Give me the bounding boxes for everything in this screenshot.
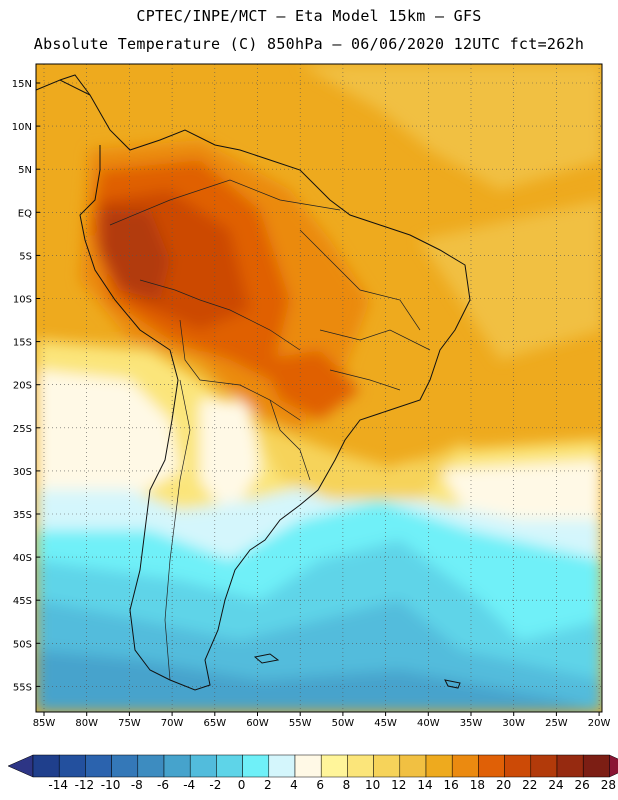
temperature-field — [36, 64, 602, 712]
lat-label: 25S — [13, 424, 32, 435]
lon-label: 30W — [502, 718, 525, 729]
map-title-line2: Absolute Temperature (C) 850hPa – 06/06/… — [33, 35, 585, 53]
map-title-line1: CPTEC/INPE/MCT – Eta Model 15km – GFS — [136, 7, 482, 25]
islands — [253, 653, 461, 689]
lat-label: 30S — [13, 467, 32, 478]
lon-label: 70W — [161, 718, 184, 729]
colorbar-label: 4 — [290, 778, 298, 792]
colorbar-swatch — [111, 754, 139, 778]
lon-label: 50W — [332, 718, 355, 729]
lat-label: 35S — [13, 510, 32, 521]
colorbar-over-arrow — [609, 754, 618, 778]
colorbar-label: -14 — [48, 778, 68, 792]
colorbar-swatch — [504, 754, 532, 778]
lon-label: 35W — [460, 718, 483, 729]
colorbar-under-arrow — [7, 754, 34, 778]
colorbar-swatch — [32, 754, 60, 778]
colorbar-label: -6 — [157, 778, 169, 792]
colorbar-swatch — [294, 754, 322, 778]
colorbar-label: 24 — [548, 778, 564, 792]
lat-label: 50S — [13, 639, 32, 650]
colorbar-label: 14 — [417, 778, 433, 792]
colorbar-label: 10 — [364, 778, 381, 792]
colorbar-swatch — [242, 754, 270, 778]
lat-label: 55S — [13, 682, 32, 693]
colorbar — [7, 754, 618, 778]
colorbar-swatch — [268, 754, 296, 778]
lon-label: 85W — [33, 718, 56, 729]
colorbar-swatch — [399, 754, 427, 778]
colorbar-label: 6 — [316, 778, 325, 792]
colorbar-swatch — [163, 754, 191, 778]
map-frame — [35, 63, 603, 713]
lat-lon-grid — [36, 64, 602, 712]
colorbar-label: -8 — [130, 778, 143, 792]
colorbar-label: 26 — [574, 778, 590, 792]
colorbar-swatch — [137, 754, 165, 778]
political-borders — [109, 179, 431, 681]
lat-label: 20S — [13, 381, 32, 392]
lat-label: EQ — [18, 208, 32, 219]
colorbar-label: -12 — [74, 778, 95, 792]
colorbar-label: 28 — [600, 778, 617, 792]
colorbar-label: 12 — [391, 778, 407, 792]
lon-label: 55W — [289, 718, 312, 729]
colorbar-swatch — [216, 754, 243, 778]
colorbar-swatch — [347, 754, 374, 778]
lat-label: 45S — [13, 596, 32, 607]
colorbar-label: 16 — [443, 778, 459, 792]
colorbar-swatch — [425, 754, 453, 778]
colorbar-swatch — [58, 754, 86, 778]
lat-label: 5S — [19, 251, 32, 262]
coastlines — [35, 74, 471, 691]
longitude-labels: 85W 80W 75W 70W 65W 60W 55W 50W 45W 40W 35W 30W 25W 2… — [33, 712, 611, 729]
colorbar-swatch — [85, 754, 112, 778]
colorbar-label: 8 — [342, 778, 351, 792]
colorbar-label: -4 — [183, 778, 196, 792]
lat-label: 5N — [18, 165, 32, 176]
colorbar-swatch — [320, 754, 348, 778]
colorbar-swatch — [556, 754, 584, 778]
colorbar-swatch — [478, 754, 505, 778]
lon-label: 75W — [118, 718, 141, 729]
lon-label: 20W — [588, 718, 611, 729]
lat-label: 15N — [12, 79, 32, 90]
lon-label: 40W — [417, 718, 440, 729]
lon-label: 25W — [545, 718, 568, 729]
colorbar-label: 20 — [495, 778, 512, 792]
colorbar-swatch — [373, 754, 401, 778]
colorbar-swatch — [451, 754, 479, 778]
lat-label: 10S — [13, 295, 32, 306]
colorbar-label: 18 — [469, 778, 486, 792]
latitude-labels: 15N 10N 5N EQ 5S 10S 15S 20S 25S 30S 35S 40S 45S 50S 5… — [12, 79, 40, 693]
lat-label: 15S — [13, 338, 32, 349]
colorbar-label: -2 — [209, 778, 222, 792]
lat-label: 40S — [13, 553, 32, 564]
lat-label: 10N — [12, 122, 32, 133]
lon-label: 45W — [374, 718, 397, 729]
colorbar-label: 0 — [237, 778, 246, 792]
colorbar-label: -10 — [100, 778, 121, 792]
colorbar-swatch — [189, 754, 217, 778]
lon-label: 80W — [75, 718, 98, 729]
colorbar-label: 2 — [263, 778, 272, 792]
lon-label: 60W — [246, 718, 269, 729]
colorbar-swatch — [530, 754, 558, 778]
colorbar-swatch — [582, 754, 610, 778]
colorbar-label: 22 — [522, 778, 538, 792]
lon-label: 65W — [203, 718, 226, 729]
